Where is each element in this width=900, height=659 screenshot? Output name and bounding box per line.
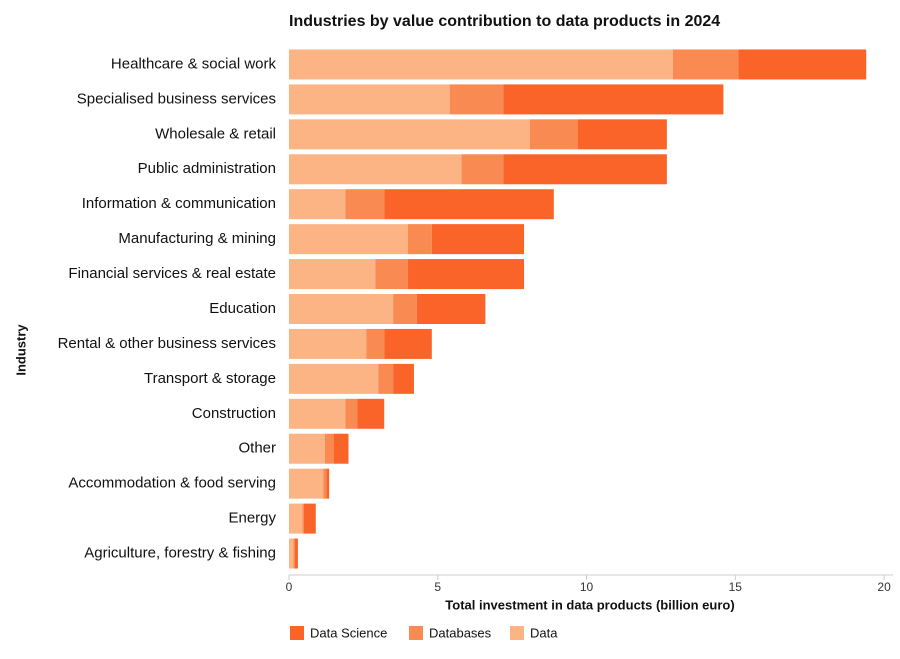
- bar-segment: [357, 398, 385, 429]
- y-tick-label: Public administration: [138, 160, 276, 177]
- bar-segment: [289, 503, 303, 534]
- y-tick-label: Other: [238, 440, 276, 457]
- bar-segment: [289, 538, 294, 569]
- y-tick-label: Accommodation & food serving: [68, 475, 276, 492]
- x-tick-label: 20: [877, 580, 891, 594]
- x-tick-label: 10: [580, 580, 594, 594]
- y-tick-label: Information & communication: [82, 195, 276, 212]
- bar-segment: [293, 538, 295, 569]
- bar-segment: [289, 328, 367, 359]
- bar-segment: [289, 468, 324, 499]
- bar-segment: [530, 119, 578, 150]
- bar-segment: [289, 119, 531, 150]
- bar-segment: [289, 189, 346, 220]
- bar-segment: [289, 363, 379, 394]
- y-tick-label: Transport & storage: [144, 370, 276, 387]
- bar-segment: [375, 259, 409, 290]
- y-tick-label: Energy: [228, 510, 276, 527]
- bar-segment: [289, 49, 673, 80]
- legend-swatch: [290, 626, 304, 640]
- bar-segment: [345, 189, 385, 220]
- bar-segment: [326, 468, 330, 499]
- y-tick-label: Specialised business services: [77, 90, 276, 107]
- bar-segment: [289, 398, 346, 429]
- legend-label: Data: [530, 625, 558, 640]
- bar-segment: [431, 224, 525, 255]
- bar-segment: [323, 468, 327, 499]
- bar-segment: [333, 433, 349, 464]
- y-tick-label: Agriculture, forestry & fishing: [84, 545, 276, 562]
- bar-segment: [672, 49, 739, 80]
- bar-segment: [384, 328, 432, 359]
- y-tick-label: Manufacturing & mining: [118, 230, 276, 247]
- bar-segment: [294, 538, 298, 569]
- bar-segment: [289, 84, 450, 115]
- x-tick-label: 5: [434, 580, 441, 594]
- chart-title: Industries by value contribution to data…: [289, 13, 720, 30]
- legend-label: Data Science: [310, 625, 387, 640]
- bar-segment: [289, 259, 376, 290]
- bar-segment: [408, 259, 525, 290]
- bar-segment: [289, 154, 462, 185]
- y-tick-label: Wholesale & retail: [155, 125, 276, 142]
- bar-segment: [503, 154, 667, 185]
- legend-label: Databases: [429, 625, 492, 640]
- legend-swatch: [409, 626, 423, 640]
- bar-segment: [393, 294, 417, 324]
- bar-segment: [449, 84, 504, 115]
- legend-swatch: [510, 626, 524, 640]
- bar-segment: [289, 294, 394, 324]
- x-axis-label: Total investment in data products (billi…: [445, 597, 734, 612]
- bar-segment: [416, 294, 486, 324]
- bar-segment: [384, 189, 554, 220]
- bar-segment: [577, 119, 667, 150]
- bar-segment: [324, 433, 334, 464]
- bar-segment: [393, 363, 414, 394]
- y-axis-label: Industry: [13, 324, 28, 376]
- bar-segment: [289, 433, 325, 464]
- bar-segment: [378, 363, 394, 394]
- y-tick-label: Financial services & real estate: [68, 265, 276, 282]
- y-tick-label: Healthcare & social work: [111, 55, 277, 72]
- y-tick-label: Construction: [192, 405, 276, 422]
- bar-segment: [503, 84, 724, 115]
- y-tick-label: Education: [209, 300, 276, 317]
- bar-segment: [408, 224, 432, 255]
- y-tick-label: Rental & other business services: [58, 335, 276, 352]
- bar-segment: [345, 398, 358, 429]
- x-tick-label: 15: [729, 580, 743, 594]
- bar-segment: [289, 224, 409, 255]
- bar-segment: [461, 154, 504, 185]
- bar-segment: [302, 503, 304, 534]
- x-tick-label: 0: [286, 580, 293, 594]
- bar-segment: [303, 503, 316, 534]
- bar-segment: [366, 328, 385, 359]
- bar-segment: [738, 49, 867, 80]
